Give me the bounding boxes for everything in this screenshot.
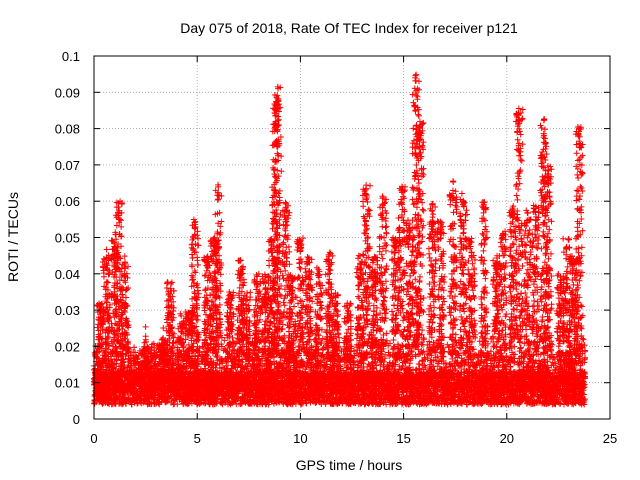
data-points: [91, 71, 589, 408]
chart-title: Day 075 of 2018, Rate Of TEC Index for r…: [180, 20, 518, 36]
